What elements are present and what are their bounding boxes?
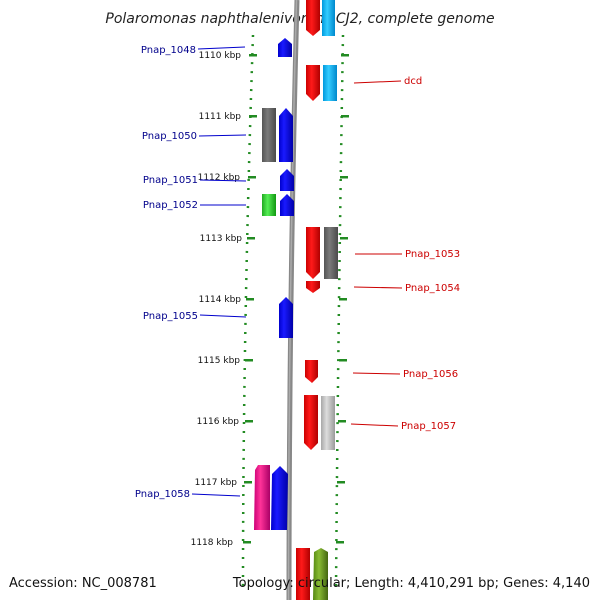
right-labels: dcd Pnap_1053 Pnap_1054 Pnap_1056 Pnap_1… xyxy=(401,76,460,432)
gene-label-pnap-1052[interactable]: Pnap_1052 xyxy=(143,200,198,211)
gene-red-bottom[interactable] xyxy=(296,548,310,600)
gene-label-pnap-1053[interactable]: Pnap_1053 xyxy=(405,249,460,260)
tick-label: 1110 kbp xyxy=(199,51,242,61)
left-labels: Pnap_1048 Pnap_1050 Pnap_1051 Pnap_1052 … xyxy=(135,45,198,500)
accession-text: Accession: NC_008781 xyxy=(9,576,157,591)
left-ruler-line xyxy=(241,34,255,591)
gene-pnap-1050[interactable] xyxy=(279,108,293,162)
gene-label-pnap-1048[interactable]: Pnap_1048 xyxy=(141,45,196,56)
map-title: Polaromonas naphthalenivorans CJ2, compl… xyxy=(105,11,494,27)
gene-label-pnap-1051[interactable]: Pnap_1051 xyxy=(143,175,198,186)
tick-label: 1117 kbp xyxy=(195,478,238,488)
gene-pnap-1057[interactable] xyxy=(304,395,318,450)
gene-pnap-1058[interactable] xyxy=(271,466,288,530)
left-genes xyxy=(254,38,294,530)
genome-backbone-highlight xyxy=(287,0,298,600)
gene-label-pnap-1057[interactable]: Pnap_1057 xyxy=(401,421,456,432)
gene-gray-1049[interactable] xyxy=(262,108,276,162)
gene-gray-1053[interactable] xyxy=(324,227,338,279)
gene-red-top[interactable] xyxy=(306,0,320,36)
gene-label-pnap-1055[interactable]: Pnap_1055 xyxy=(143,311,198,322)
topology-text: Topology: circular; Length: 4,410,291 bp… xyxy=(232,576,590,591)
right-ruler-line xyxy=(334,34,345,591)
gene-olive-bottom[interactable] xyxy=(313,548,328,600)
gene-pnap-1056[interactable] xyxy=(305,360,318,383)
left-label-lines xyxy=(191,46,247,497)
gene-pnap-1053[interactable] xyxy=(306,227,320,279)
gene-pnap-1054[interactable] xyxy=(306,281,320,293)
gene-green-1052[interactable] xyxy=(262,194,276,216)
tick-label: 1114 kbp xyxy=(199,295,242,305)
gene-pnap-1052[interactable] xyxy=(280,194,294,216)
gene-lightgray-1057[interactable] xyxy=(321,396,335,450)
gene-cyan-top[interactable] xyxy=(322,0,335,36)
tick-label: 1118 kbp xyxy=(191,538,234,548)
tick-label: 1111 kbp xyxy=(199,112,242,122)
tick-labels: 1110 kbp 1111 kbp 1112 kbp 1113 kbp 1114… xyxy=(191,51,243,548)
left-tick-marks xyxy=(243,54,257,544)
gene-pnap-1048[interactable] xyxy=(278,38,292,57)
right-label-lines xyxy=(350,80,403,427)
gene-label-pnap-1058[interactable]: Pnap_1058 xyxy=(135,489,190,500)
gene-label-dcd[interactable]: dcd xyxy=(404,76,422,87)
tick-label: 1112 kbp xyxy=(198,173,241,183)
gene-magenta-1058[interactable] xyxy=(254,465,270,530)
tick-label: 1116 kbp xyxy=(197,417,240,427)
gene-label-pnap-1056[interactable]: Pnap_1056 xyxy=(403,369,458,380)
gene-cyan-dcd[interactable] xyxy=(323,65,337,101)
right-genes xyxy=(296,0,338,600)
tick-label: 1115 kbp xyxy=(198,356,241,366)
gene-pnap-1055[interactable] xyxy=(279,297,293,338)
gene-dcd[interactable] xyxy=(306,65,320,101)
right-tick-marks xyxy=(336,54,349,544)
tick-label: 1113 kbp xyxy=(200,234,243,244)
gene-pnap-1051[interactable] xyxy=(280,169,294,191)
gene-label-pnap-1050[interactable]: Pnap_1050 xyxy=(142,131,197,142)
gene-label-pnap-1054[interactable]: Pnap_1054 xyxy=(405,283,460,294)
